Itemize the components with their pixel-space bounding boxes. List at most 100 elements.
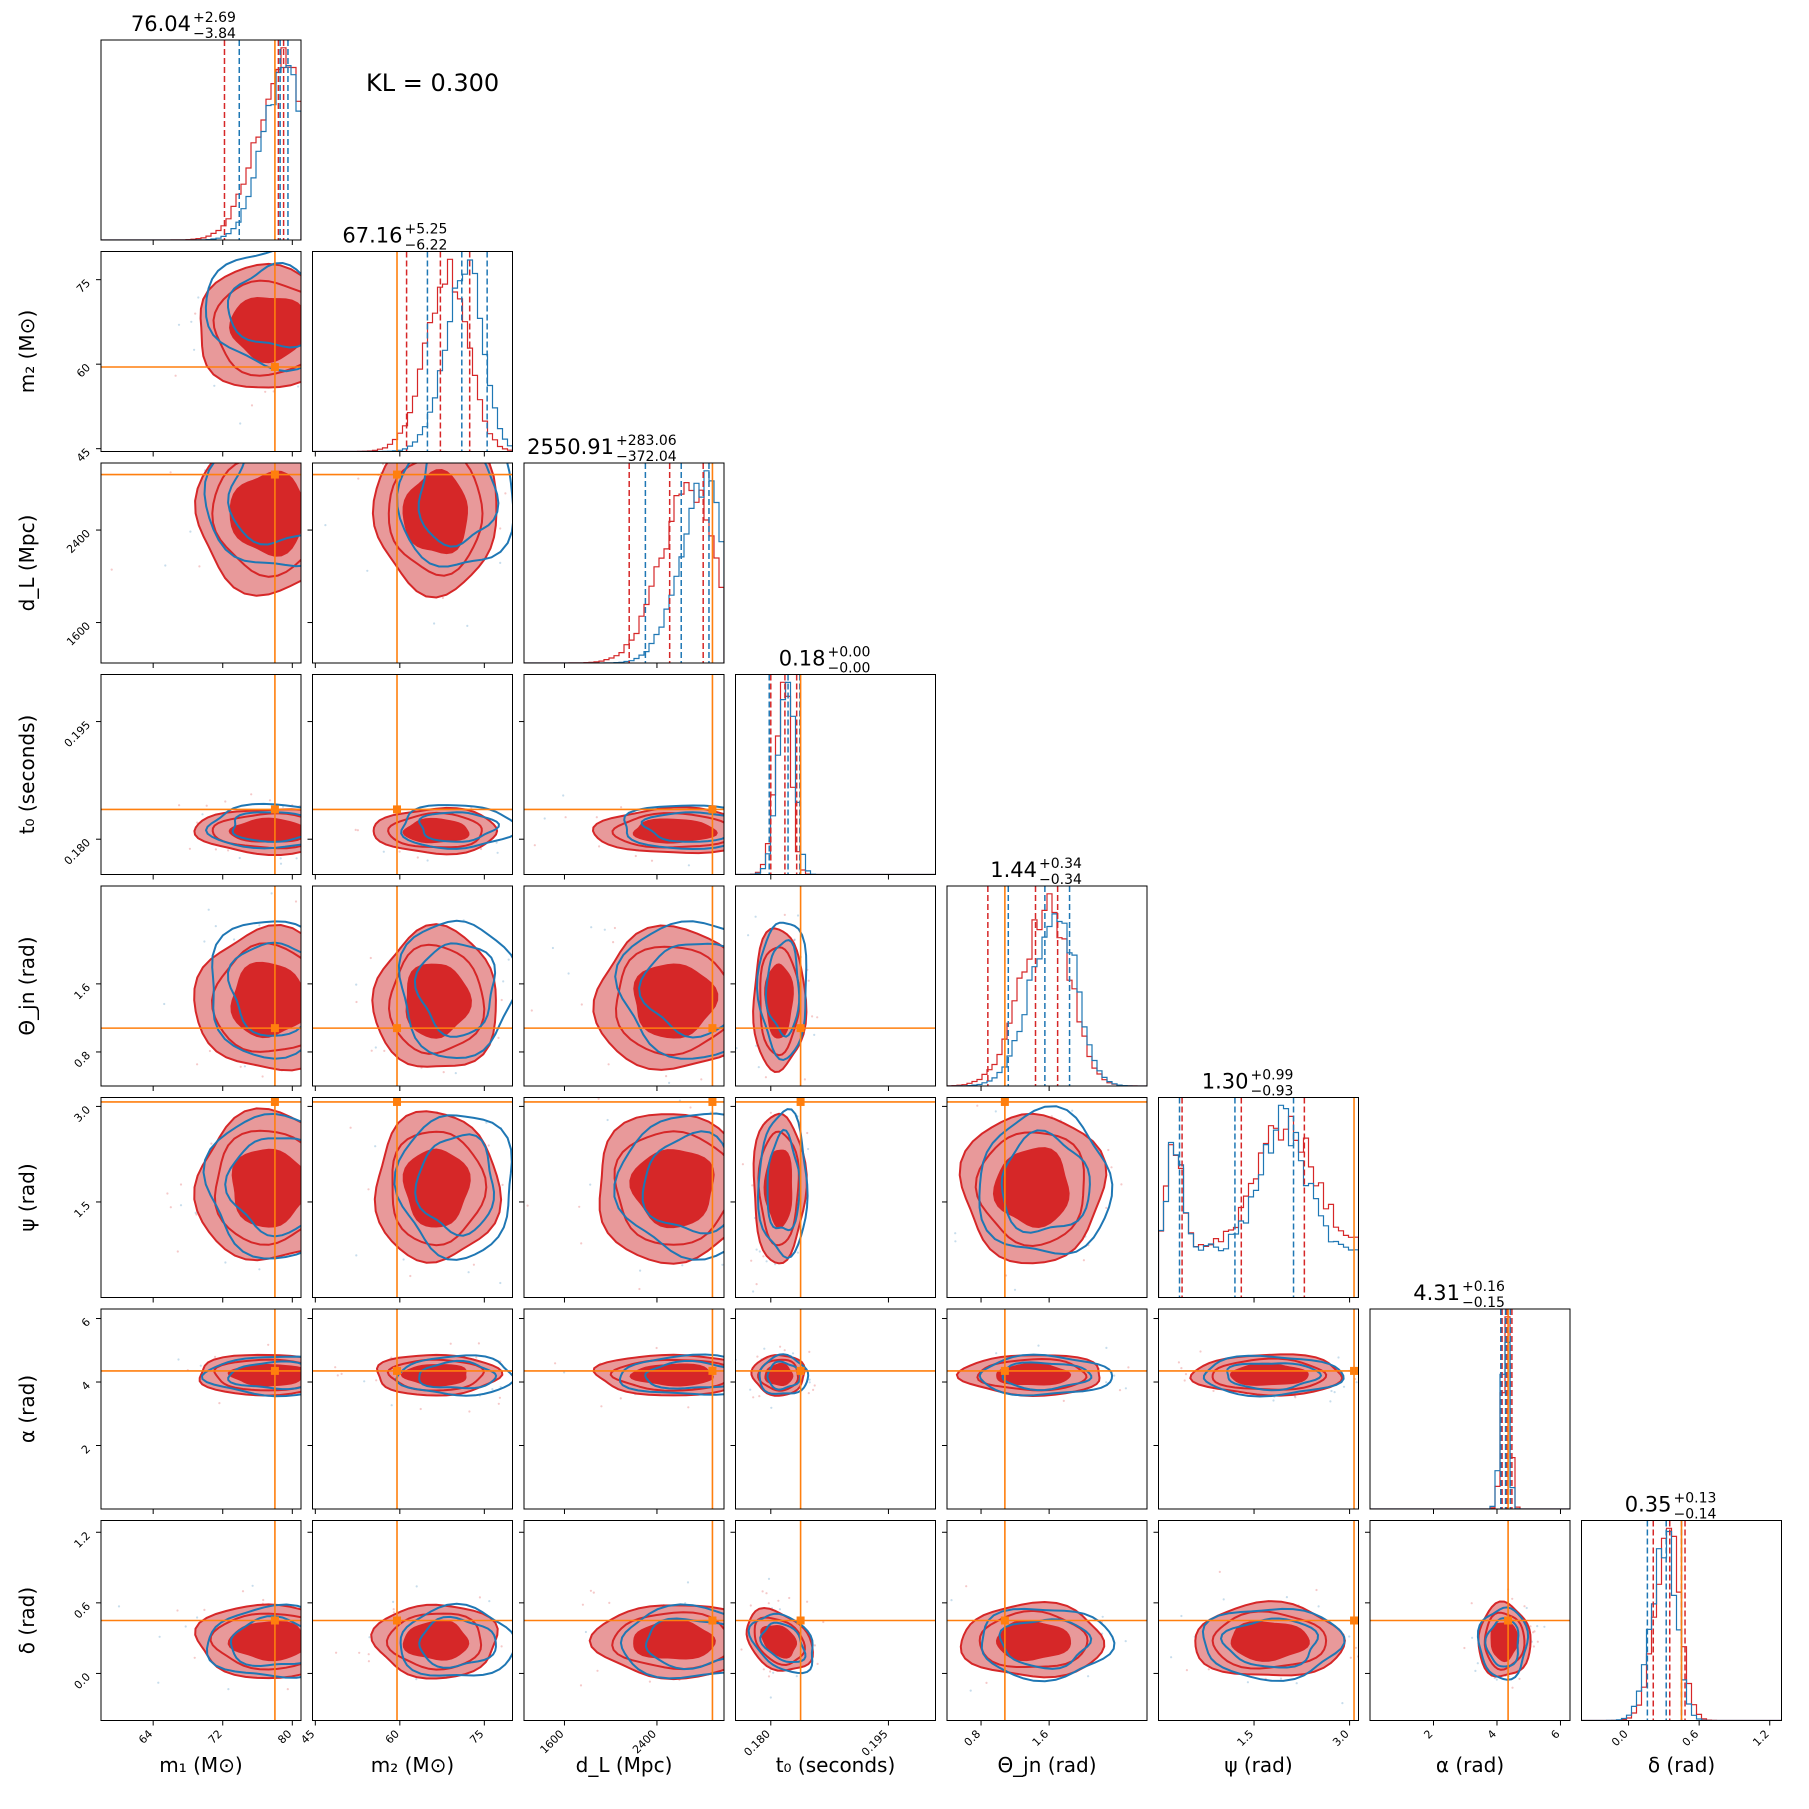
panel-frame [735,1097,936,1298]
diag-title-minus: −0.00 [828,661,871,677]
contour-b-outer [1202,1354,1345,1398]
scatter-point [590,926,593,929]
contour-b-inner [418,1615,497,1669]
scatter-point [1317,1605,1320,1608]
scatter-point [1062,1399,1065,1402]
scatter-point [169,1206,172,1209]
scatter-point [197,296,200,299]
scatter-point [1329,1400,1332,1403]
truth-marker [796,1097,805,1106]
contour-a-inner [231,1148,301,1228]
scatter-point [764,1076,768,1079]
scatter-point [203,940,206,943]
scatter-point [689,1106,692,1109]
y-axis-label-t0: t₀ (seconds) [15,715,39,835]
scatter-point [1105,1346,1108,1349]
diag-title-minus: −0.14 [1674,1507,1717,1523]
scatter-point [1532,1645,1535,1648]
scatter-point [803,1078,807,1081]
contour-b-inner [414,1133,496,1237]
scatter-point [485,1121,488,1124]
scatter-point [1105,1381,1108,1384]
diag-title-plus: +283.06 [616,433,677,449]
contour-b-outer [400,804,513,850]
scatter-point [554,1362,557,1365]
scatter-point [687,864,691,867]
truth-marker [796,1616,805,1625]
panel-m1-m1: 76.04 +2.69−3.84 [100,10,302,245]
scatter-point [954,1240,957,1243]
panel-frame [946,1520,1148,1721]
contour-b-inner [1000,1129,1091,1234]
scatter-point [169,471,172,474]
scatter-point [1124,1640,1127,1643]
scatter-point [1101,1615,1104,1618]
scatter-point [1511,1597,1514,1600]
panel-frame [312,1308,513,1510]
x-axis-label-alpha: α (rad) [1436,1753,1504,1777]
panel-frame [312,251,513,452]
scatter-point [368,1636,371,1639]
panel-content [1158,1520,1359,1721]
panel-frame [1369,1520,1571,1721]
panel-content [524,674,724,875]
scatter-point [383,1049,386,1052]
panel-content [947,1097,1147,1298]
diag-title-plus: +0.16 [1462,1279,1505,1295]
scatter-point [681,1264,684,1267]
panel-content [101,463,301,663]
panel-content [101,251,301,452]
panel-frame [312,462,513,664]
scatter-point [477,1342,480,1345]
scatter-point [497,1402,500,1405]
scatter-point [750,1259,753,1262]
scatter-point [813,1384,816,1387]
diag-title-value: 4.31 [1413,1281,1460,1305]
scatter-point [1087,1675,1090,1678]
panel-frame [946,1308,1148,1510]
x-axis-label-psi: ψ (rad) [1224,1753,1292,1777]
contour-b-outer [1476,1606,1530,1681]
scatter-point [349,1126,352,1129]
scatter-point [1471,1636,1474,1639]
scatter-point [188,847,191,850]
contour-b-outer [204,251,301,373]
contour-a-inner [995,1619,1072,1662]
scatter-point [366,569,369,572]
contour-b-outer [980,1607,1116,1683]
scatter-point [402,1258,405,1261]
scatter-point [1294,1396,1297,1399]
scatter-point [1180,1367,1183,1370]
panel-content [1158,1097,1359,1298]
scatter-point [270,892,273,895]
scatter-point [179,1183,183,1186]
scatter-point [213,384,216,387]
scatter-point [1107,1148,1110,1152]
scatter-point [392,1608,395,1611]
scatter-point [813,1033,816,1036]
scatter-point [1463,1646,1466,1650]
truth-marker [393,1097,402,1106]
scatter-point [239,1065,242,1068]
scatter-point [238,856,241,860]
scatter-point [1272,1399,1275,1402]
scatter-point [194,312,197,315]
scatter-point [207,908,210,911]
histogram-a [1158,1115,1359,1298]
contour-b-inner [418,1359,498,1390]
scatter-point [363,1380,366,1383]
panel-alpha-dL [519,1308,725,1514]
scatter-point [655,1346,658,1350]
scatter-point [499,1281,502,1285]
scatter-point [665,1075,668,1078]
scatter-point [208,1049,211,1053]
panel-content [101,1309,301,1509]
histogram-b [101,65,301,240]
histogram-b [524,470,724,663]
scatter-point [1184,1373,1188,1376]
scatter-point [778,1608,782,1611]
scatter-point [1207,1668,1210,1671]
scatter-point [589,1589,593,1592]
scatter-point [1180,1614,1183,1618]
